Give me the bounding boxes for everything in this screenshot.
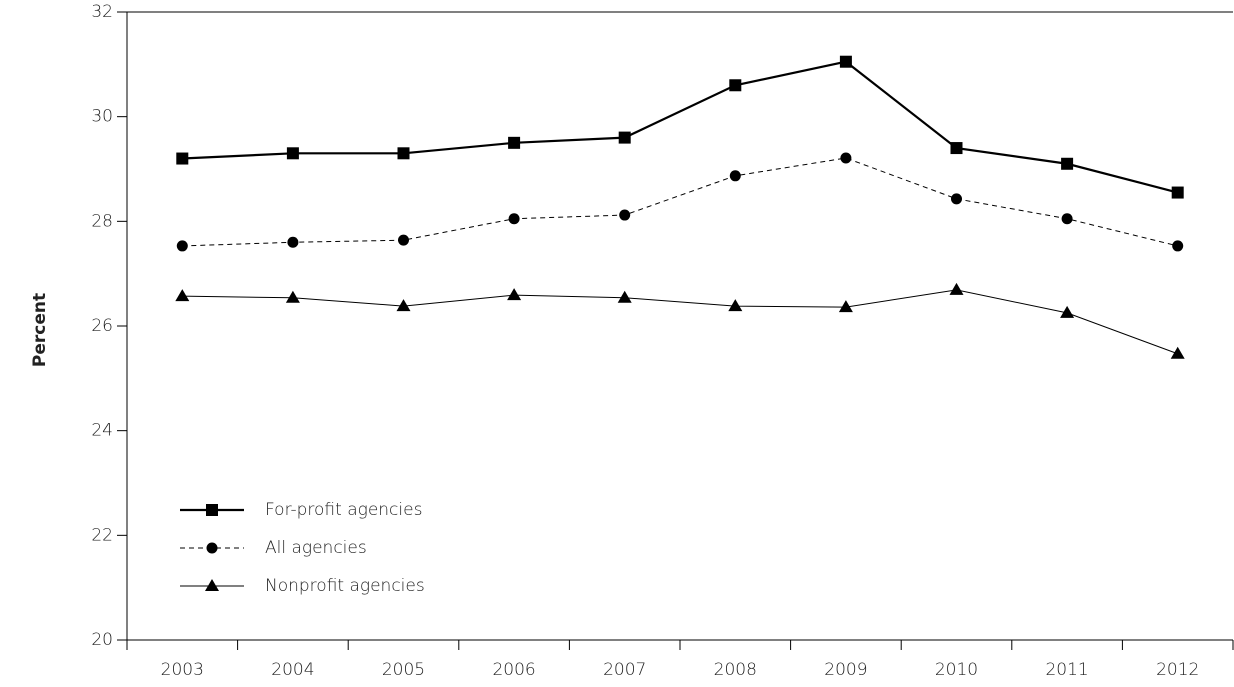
y-tick-label: 22 — [91, 525, 113, 545]
marker — [508, 213, 520, 225]
marker — [1061, 213, 1073, 225]
marker — [617, 290, 632, 303]
x-tick-label: 2005 — [382, 660, 425, 680]
marker — [1061, 157, 1074, 170]
y-tick-label: 24 — [91, 421, 113, 441]
marker — [838, 300, 853, 313]
x-tick-label: 2004 — [271, 660, 314, 680]
marker — [840, 152, 852, 164]
x-tick-label: 2009 — [824, 660, 867, 680]
marker — [728, 299, 743, 312]
marker — [729, 79, 742, 92]
marker — [1060, 305, 1075, 318]
y-axis-label: Percent — [30, 293, 50, 367]
marker — [1171, 186, 1184, 199]
marker — [839, 55, 852, 68]
marker — [397, 147, 410, 160]
marker — [206, 542, 218, 554]
y-tick-label: 32 — [91, 2, 113, 22]
marker — [507, 288, 522, 301]
marker — [729, 170, 741, 182]
legend-label: Nonprofit agencies — [265, 576, 425, 596]
marker — [286, 147, 299, 160]
marker — [1172, 240, 1184, 252]
marker — [619, 209, 631, 221]
y-tick-label: 30 — [91, 107, 113, 127]
series-line — [182, 157, 1178, 247]
x-tick-label: 2012 — [1156, 660, 1199, 680]
marker — [1170, 346, 1185, 359]
marker — [951, 193, 962, 205]
y-tick-label: 28 — [91, 211, 113, 231]
marker — [287, 236, 299, 248]
x-tick-label: 2010 — [935, 660, 978, 680]
series-line — [182, 289, 1178, 355]
marker — [176, 240, 188, 252]
legend-label: All agencies — [265, 538, 367, 558]
x-tick-label: 2008 — [714, 660, 757, 680]
y-tick-label: 20 — [91, 630, 113, 650]
x-tick-label: 2011 — [1045, 660, 1088, 680]
marker — [206, 504, 218, 516]
marker — [205, 579, 219, 591]
x-tick-label: 2003 — [161, 660, 204, 680]
legend-label: For-profit agencies — [265, 500, 422, 520]
x-tick-label: 2006 — [492, 660, 535, 680]
marker — [950, 142, 963, 155]
marker — [396, 299, 411, 312]
series-line — [182, 60, 1178, 194]
x-tick-label: 2007 — [603, 660, 646, 680]
marker — [508, 136, 521, 149]
marker — [175, 289, 190, 302]
marker — [398, 234, 409, 246]
y-tick-label: 26 — [91, 316, 113, 336]
marker — [618, 131, 631, 144]
marker — [176, 152, 189, 165]
marker — [949, 282, 964, 295]
marker — [285, 290, 300, 303]
